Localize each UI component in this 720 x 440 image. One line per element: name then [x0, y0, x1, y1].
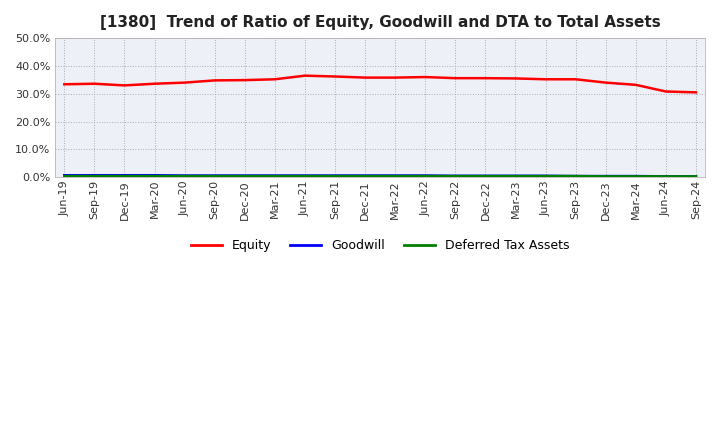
Legend: Equity, Goodwill, Deferred Tax Assets: Equity, Goodwill, Deferred Tax Assets — [186, 234, 575, 257]
Title: [1380]  Trend of Ratio of Equity, Goodwill and DTA to Total Assets: [1380] Trend of Ratio of Equity, Goodwil… — [100, 15, 660, 30]
